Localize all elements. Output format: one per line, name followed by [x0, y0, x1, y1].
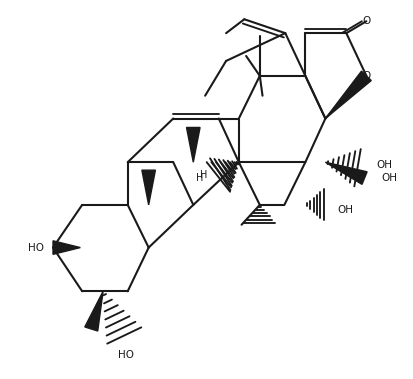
Text: O: O — [362, 16, 370, 26]
Polygon shape — [53, 241, 81, 254]
Text: OH: OH — [337, 205, 353, 215]
Text: H: H — [196, 173, 203, 183]
Polygon shape — [85, 291, 103, 331]
Text: HO: HO — [118, 350, 134, 360]
Text: OH: OH — [376, 160, 392, 170]
Text: O: O — [362, 71, 370, 81]
Polygon shape — [325, 71, 371, 119]
Text: HO: HO — [28, 243, 44, 252]
Polygon shape — [142, 170, 155, 205]
Text: H: H — [199, 170, 207, 180]
Text: OH: OH — [381, 173, 397, 183]
Polygon shape — [325, 162, 367, 184]
Polygon shape — [187, 127, 200, 162]
